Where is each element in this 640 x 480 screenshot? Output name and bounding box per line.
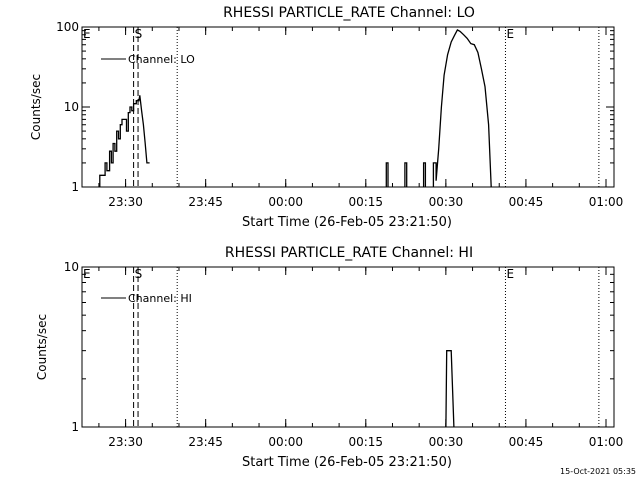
x-tick-label: 23:30 <box>108 435 143 449</box>
x-tick-label: 00:45 <box>509 195 544 209</box>
plot-frame <box>81 26 615 188</box>
event-marker-label: E <box>506 267 514 281</box>
x-tick-label: 00:30 <box>429 435 464 449</box>
series-line <box>404 162 408 187</box>
x-tick-label: 00:45 <box>509 435 544 449</box>
series-line <box>432 29 492 188</box>
series-line <box>422 162 427 187</box>
series-line <box>99 95 150 187</box>
event-marker-label: E <box>506 27 514 41</box>
x-tick-label: 00:00 <box>268 435 303 449</box>
x-tick-label: 23:30 <box>108 195 143 209</box>
plot-frame <box>81 266 615 428</box>
legend: Channel: LO <box>101 53 195 66</box>
x-tick-label: 00:15 <box>348 195 383 209</box>
x-tick-label: 23:45 <box>188 195 223 209</box>
legend-label: Channel: HI <box>128 292 192 305</box>
panel-hi: RHESSI PARTICLE_RATE Channel: HI 23:30 23… <box>35 245 623 470</box>
panel-lo: RHESSI PARTICLE_RATE Channel: LO 23:30 23… <box>29 5 623 230</box>
y-tick-label: 1 <box>71 420 79 434</box>
x-tick-label: 00:30 <box>429 195 464 209</box>
x-tick-label: 01:00 <box>589 195 624 209</box>
y-tick-label: 1 <box>71 180 79 194</box>
y-axis-label: Counts/sec <box>29 74 43 140</box>
event-marker-label: S <box>135 27 143 41</box>
y-axis-label: Counts/sec <box>35 314 49 380</box>
y-tick-label: 10 <box>64 260 79 274</box>
chart-title: RHESSI PARTICLE_RATE Channel: HI <box>225 245 473 261</box>
x-tick-label: 01:00 <box>589 435 624 449</box>
series-line <box>385 162 389 187</box>
x-axis-label: Start Time (26-Feb-05 23:21:50) <box>242 215 452 230</box>
chart-title: RHESSI PARTICLE_RATE Channel: LO <box>223 5 475 21</box>
y-tick-label: 100 <box>56 20 79 34</box>
legend-label: Channel: LO <box>128 53 195 66</box>
event-marker-label: E <box>83 27 91 41</box>
series-line <box>445 350 455 428</box>
x-tick-label: 23:45 <box>188 435 223 449</box>
legend: Channel: HI <box>101 292 192 305</box>
event-marker-label: E <box>83 267 91 281</box>
footer-timestamp: 15-Oct-2021 05:35 <box>560 467 636 476</box>
x-axis-label: Start Time (26-Feb-05 23:21:50) <box>242 455 452 470</box>
event-marker-label: S <box>135 267 143 281</box>
x-tick-label: 00:15 <box>348 435 383 449</box>
x-tick-label: 00:00 <box>268 195 303 209</box>
y-tick-label: 10 <box>64 100 79 114</box>
